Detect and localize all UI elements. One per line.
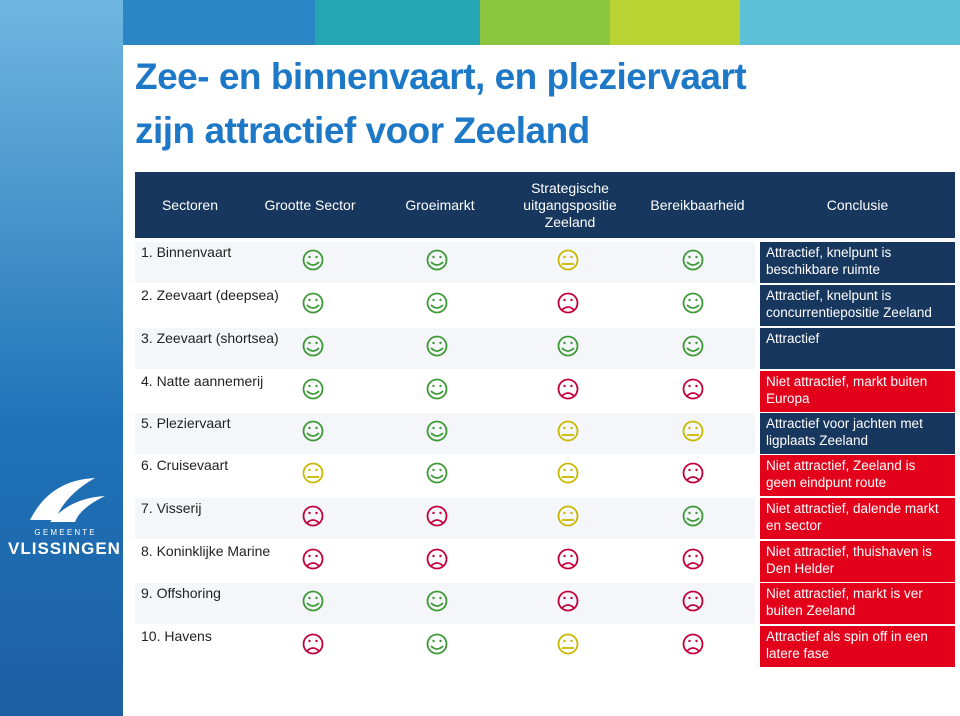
smiley-happy (302, 420, 324, 442)
smiley-happy (426, 462, 448, 484)
row-bg (135, 371, 755, 412)
sector-cell: 7. Visserij (141, 500, 202, 516)
smiley-sad (302, 548, 324, 570)
smiley-sad (426, 548, 448, 570)
row-bg (135, 413, 755, 454)
smiley-sad (557, 378, 579, 400)
column-header: Groeimarkt (405, 196, 475, 213)
row-bg (135, 328, 755, 369)
title: zijn attractief voor Zeeland (135, 110, 590, 151)
conclusion-cell: Niet attractief, thuishaven is Den Helde… (760, 541, 955, 582)
sector-cell: 9. Offshoring (141, 585, 221, 601)
smiley-sad (682, 378, 704, 400)
sector-cell: 2. Zeevaart (deepsea) (141, 287, 279, 303)
smiley-happy (557, 335, 579, 357)
sector-cell: 3. Zeevaart (shortsea) (141, 330, 279, 346)
conclusion-cell: Niet attractief, dalende markt en sector (760, 498, 955, 539)
smiley-sad (557, 548, 579, 570)
row-bg (135, 541, 755, 582)
row-bg (135, 626, 755, 667)
smiley-happy (426, 420, 448, 442)
conclusion-cell: Attractief, knelpunt is concurrentieposi… (760, 285, 955, 326)
conclusion-cell: Niet attractief, markt buiten Europa (760, 371, 955, 412)
conclusion-cell: Attractief voor jachten met ligplaats Ze… (760, 413, 955, 454)
smiley-sad (302, 505, 324, 527)
smiley-sad (557, 590, 579, 612)
stripe (123, 0, 315, 45)
smiley-happy (682, 292, 704, 314)
smiley-happy (426, 378, 448, 400)
sector-cell: 1. Binnenvaart (141, 244, 232, 260)
smiley-happy (682, 335, 704, 357)
row-bg (135, 285, 755, 326)
smiley-happy (682, 249, 704, 271)
smiley-sad (682, 462, 704, 484)
conclusion-cell: Attractief, knelpunt is beschikbare ruim… (760, 242, 955, 283)
stripe (480, 0, 610, 45)
smiley-happy (426, 249, 448, 271)
header-row (135, 172, 955, 238)
logo-name: VLISSINGEN (8, 539, 121, 558)
row-bg (135, 583, 755, 624)
smiley-neutral (557, 462, 579, 484)
smiley-sad (682, 548, 704, 570)
smiley-happy (302, 335, 324, 357)
smiley-neutral (557, 633, 579, 655)
smiley-happy (302, 590, 324, 612)
smiley-sad (682, 590, 704, 612)
row-bg (135, 498, 755, 539)
smiley-sad (302, 633, 324, 655)
smiley-neutral (557, 505, 579, 527)
column-header: Sectoren (161, 196, 219, 213)
column-header: Bereikbaarheid (650, 196, 745, 213)
stripe (740, 0, 960, 45)
sidebar (0, 0, 123, 716)
column-header: Strategische uitgangspositie Zeeland (523, 179, 617, 230)
sector-cell: 10. Havens (141, 628, 212, 644)
smiley-happy (426, 335, 448, 357)
smiley-happy (426, 292, 448, 314)
smiley-neutral (682, 420, 704, 442)
sector-cell: 4. Natte aannemerij (141, 373, 264, 389)
conclusion-cell: Niet attractief, Zeeland is geen eindpun… (760, 455, 955, 496)
smiley-happy (426, 633, 448, 655)
sector-cell: 5. Pleziervaart (141, 415, 231, 431)
conclusion-cell: Attractief (760, 328, 955, 369)
smiley-happy (682, 505, 704, 527)
smiley-sad (557, 292, 579, 314)
smiley-happy (302, 292, 324, 314)
smiley-happy (426, 590, 448, 612)
column-header: Grootte Sector (264, 196, 356, 213)
smiley-happy (302, 249, 324, 271)
smiley-sad (426, 505, 448, 527)
stripe (610, 0, 740, 45)
conclusion-cell: Niet attractief, markt is ver buiten Zee… (760, 583, 955, 624)
stripe (315, 0, 480, 45)
sector-cell: 6. Cruisevaart (141, 457, 229, 473)
row-bg (135, 242, 755, 283)
smiley-neutral (557, 420, 579, 442)
smiley-happy (302, 378, 324, 400)
title: Zee- en binnenvaart, en plezierva​art (135, 56, 747, 97)
smiley-neutral (302, 462, 324, 484)
logo-mark (30, 478, 105, 522)
sector-cell: 8. Koninklijke Marine (141, 543, 271, 559)
row-bg (135, 455, 755, 496)
logo-top: G E M E E N T E (34, 528, 95, 537)
conclusion-cell: Attractief als spin off in een latere fa… (760, 626, 955, 667)
smiley-neutral (557, 249, 579, 271)
column-header: Conclusie (826, 196, 889, 213)
smiley-sad (682, 633, 704, 655)
